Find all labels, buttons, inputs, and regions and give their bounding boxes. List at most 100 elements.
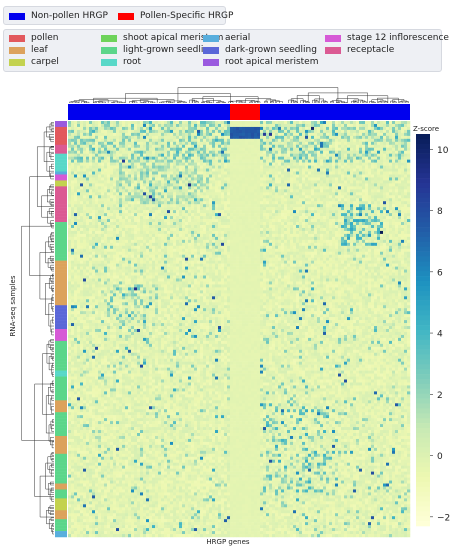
heatmap-cell bbox=[74, 121, 78, 125]
heatmap-cell bbox=[182, 138, 186, 143]
heatmap-cell bbox=[158, 195, 162, 199]
heatmap-cell bbox=[290, 180, 294, 184]
heatmap-cell bbox=[158, 239, 162, 244]
heatmap-cell bbox=[365, 174, 369, 178]
heatmap-cell bbox=[353, 144, 357, 148]
heatmap-cell bbox=[374, 189, 378, 193]
heatmap-cell bbox=[233, 126, 237, 131]
heatmap-cell bbox=[263, 225, 267, 229]
heatmap-cell bbox=[386, 153, 390, 157]
row-tissue-cell bbox=[55, 510, 67, 514]
heatmap-cell bbox=[230, 219, 234, 223]
heatmap-cell bbox=[236, 219, 240, 223]
heatmap-cell bbox=[344, 168, 348, 172]
heatmap-cell bbox=[167, 216, 171, 220]
heatmap-cell bbox=[332, 207, 336, 211]
heatmap-cell bbox=[167, 213, 171, 217]
heatmap-cell bbox=[254, 168, 258, 172]
heatmap-cell bbox=[149, 195, 153, 199]
heatmap-cell bbox=[269, 230, 273, 235]
heatmap-cell bbox=[404, 174, 408, 178]
heatmap-cell bbox=[293, 183, 297, 187]
heatmap-cell bbox=[332, 222, 336, 226]
heatmap-cell bbox=[71, 138, 75, 143]
heatmap-cell bbox=[290, 236, 294, 241]
heatmap-cell bbox=[380, 236, 384, 241]
heatmap-cell bbox=[380, 174, 384, 178]
heatmap-cell bbox=[296, 159, 300, 163]
heatmap-cell bbox=[302, 171, 306, 175]
heatmap-cell bbox=[83, 135, 87, 140]
heatmap-cell bbox=[317, 132, 321, 137]
heatmap-cell bbox=[401, 186, 405, 190]
heatmap-cell bbox=[368, 121, 372, 125]
heatmap-cell bbox=[368, 138, 372, 143]
heatmap-cell bbox=[167, 204, 171, 208]
heatmap-cell bbox=[320, 150, 324, 154]
heatmap-cell bbox=[395, 230, 399, 235]
heatmap-cell bbox=[353, 230, 357, 235]
heatmap-cell bbox=[368, 168, 372, 172]
heatmap-cell bbox=[272, 162, 276, 166]
heatmap-cell bbox=[284, 198, 288, 202]
heatmap-cell bbox=[230, 129, 234, 134]
heatmap-cell bbox=[272, 210, 276, 214]
heatmap-cell bbox=[401, 171, 405, 175]
heatmap-cell bbox=[200, 227, 204, 232]
heatmap-cell bbox=[398, 225, 402, 229]
heatmap-cell bbox=[245, 198, 249, 202]
row-tissue-cell bbox=[55, 174, 67, 178]
heatmap-cell bbox=[95, 186, 99, 190]
heatmap-cell bbox=[287, 153, 291, 157]
heatmap-cell bbox=[233, 135, 237, 140]
heatmap-cell bbox=[380, 177, 384, 181]
heatmap-cell bbox=[212, 171, 216, 175]
heatmap-cell bbox=[221, 126, 225, 131]
heatmap-cell bbox=[188, 195, 192, 199]
heatmap-cell bbox=[341, 236, 345, 241]
heatmap-cell bbox=[197, 192, 201, 196]
heatmap-cell bbox=[119, 198, 123, 202]
heatmap-cell bbox=[140, 204, 144, 208]
heatmap-cell bbox=[308, 219, 312, 223]
heatmap-cell bbox=[170, 150, 174, 154]
row-tissue-cell bbox=[55, 159, 67, 163]
heatmap-cell bbox=[110, 204, 114, 208]
heatmap-cell bbox=[215, 183, 219, 187]
heatmap-cell bbox=[362, 204, 366, 208]
heatmap-cell bbox=[95, 195, 99, 199]
heatmap-cell bbox=[146, 210, 150, 214]
heatmap-cell bbox=[284, 156, 288, 160]
heatmap-cell bbox=[212, 162, 216, 166]
heatmap-cell bbox=[206, 222, 210, 226]
heatmap-cell bbox=[113, 171, 117, 175]
heatmap-cell bbox=[143, 192, 147, 196]
heatmap-cell bbox=[137, 126, 141, 131]
heatmap-cell bbox=[164, 192, 168, 196]
heatmap-cell bbox=[266, 236, 270, 241]
heatmap-cell bbox=[233, 162, 237, 166]
heatmap-cell bbox=[143, 204, 147, 208]
heatmap-cell bbox=[119, 159, 123, 163]
heatmap-cell bbox=[131, 186, 135, 190]
heatmap-cell bbox=[374, 177, 378, 181]
heatmap-cell bbox=[398, 162, 402, 166]
heatmap-cell bbox=[380, 123, 384, 128]
heatmap-cell bbox=[257, 165, 261, 169]
heatmap-cell bbox=[308, 204, 312, 208]
heatmap-cell bbox=[182, 123, 186, 128]
heatmap-cell bbox=[248, 121, 252, 125]
heatmap-cell bbox=[326, 174, 330, 178]
heatmap-cell bbox=[326, 138, 330, 143]
heatmap-cell bbox=[407, 219, 411, 223]
row-tissue-cell bbox=[55, 198, 67, 202]
row-tissue-cell bbox=[55, 281, 67, 285]
heatmap-cell bbox=[221, 198, 225, 202]
heatmap-cell bbox=[161, 165, 165, 169]
heatmap-cell bbox=[356, 207, 360, 211]
heatmap-cell bbox=[203, 230, 207, 235]
heatmap-cell bbox=[185, 186, 189, 190]
heatmap-cell bbox=[299, 183, 303, 187]
heatmap-cell bbox=[293, 126, 297, 131]
heatmap-cell bbox=[152, 236, 156, 241]
